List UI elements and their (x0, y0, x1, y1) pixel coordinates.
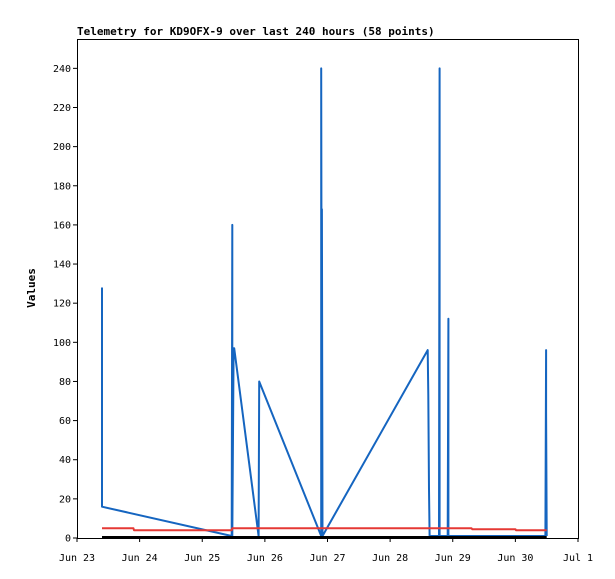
chart-title: Telemetry for KD9OFX-9 over last 240 hou… (77, 25, 435, 38)
x-tick-label: Jun 27 (309, 553, 345, 564)
y-tick-label: 0 (65, 534, 71, 545)
x-tick-label: Jun 23 (59, 553, 95, 564)
x-tick-label: Jun 26 (247, 553, 283, 564)
series-line-1 (101, 67, 548, 537)
y-axis-label: Values (25, 268, 38, 308)
y-tick-label: 20 (59, 494, 71, 505)
x-tick-label: Jun 24 (122, 553, 158, 564)
x-tick-label: Jun 29 (435, 553, 471, 564)
y-tick-label: 160 (53, 220, 71, 231)
y-tick-label: 80 (59, 377, 71, 388)
y-tick-label: 200 (53, 142, 71, 153)
x-tick-label: Jun 28 (372, 553, 408, 564)
y-tick-label: 100 (53, 338, 71, 349)
y-tick-label: 240 (53, 64, 71, 75)
y-tick-label: 60 (59, 416, 71, 427)
x-tick-label: Jun 25 (184, 553, 220, 564)
y-tick-label: 220 (53, 103, 71, 114)
y-tick-label: 180 (53, 181, 71, 192)
axis-layer: 0 20 40 60 80 100 120 140 160 180 200 220 240 Jun 23 J… (53, 64, 593, 564)
series-layer (101, 67, 548, 538)
plot-frame (77, 39, 579, 539)
series-line-2 (102, 527, 547, 532)
y-tick-label: 140 (53, 260, 71, 271)
y-tick-label: 120 (53, 299, 71, 310)
x-tick-label: Jul 1 (563, 553, 593, 564)
y-tick-label: 40 (59, 455, 71, 466)
x-tick-label: Jun 30 (497, 553, 533, 564)
